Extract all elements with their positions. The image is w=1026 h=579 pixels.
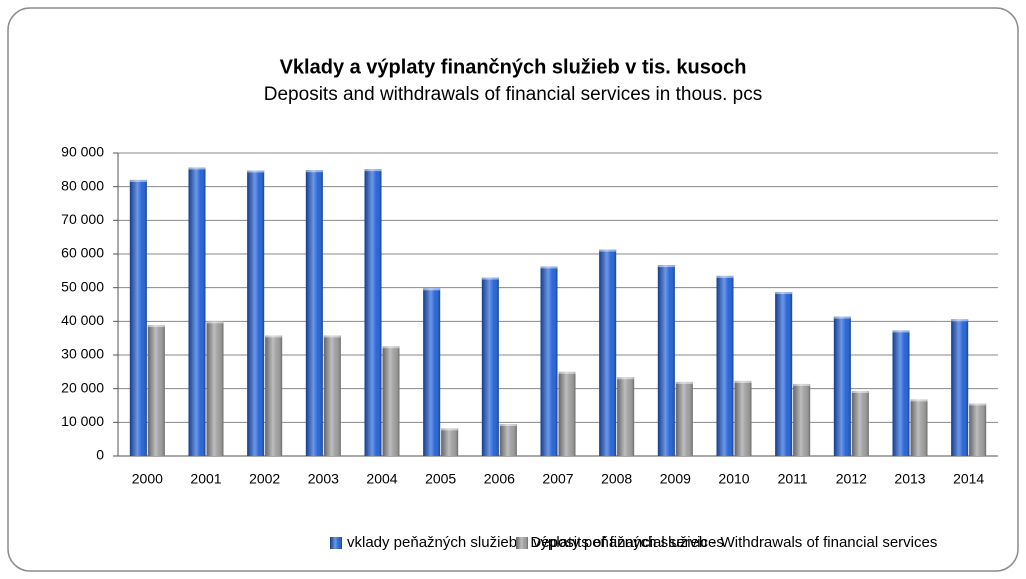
bar-shine xyxy=(734,380,752,456)
legend-label: vklady peňažných služieb - Deposits of f… xyxy=(347,534,724,551)
x-tick-label: 2005 xyxy=(425,471,456,487)
bar-cap xyxy=(305,170,323,173)
y-tick-label: 20 000 xyxy=(61,379,104,395)
y-tick-label: 30 000 xyxy=(61,346,104,362)
bar-cap xyxy=(364,169,382,172)
bar-cap xyxy=(499,424,517,427)
y-tick-label: 80 000 xyxy=(61,177,104,193)
bar-cap xyxy=(481,277,499,280)
x-tick-label: 2003 xyxy=(308,471,339,487)
bar-shine xyxy=(675,381,693,456)
chart-subtitle: Deposits and withdrawals of financial se… xyxy=(264,84,762,105)
legend-label: výplaty peňažných služieb - Withdrawals … xyxy=(533,534,937,551)
bar-cap xyxy=(147,325,165,328)
chart-title: Vklady a výplaty finančných služieb v ti… xyxy=(280,56,747,78)
bar-shine xyxy=(892,330,910,456)
bar-shine xyxy=(129,179,147,456)
bar-cap xyxy=(617,377,635,380)
x-tick-label: 2001 xyxy=(190,471,221,487)
bar-shine xyxy=(910,399,928,456)
y-tick-label: 70 000 xyxy=(61,211,104,227)
bar-shine xyxy=(851,391,869,456)
x-tick-label: 2006 xyxy=(484,471,515,487)
x-tick-label: 2010 xyxy=(718,471,749,487)
bar-cap xyxy=(382,346,400,349)
x-tick-label: 2012 xyxy=(836,471,867,487)
bar-cap xyxy=(247,170,265,173)
bar-shine xyxy=(833,316,851,456)
bar-cap xyxy=(851,391,869,394)
bar-shine xyxy=(657,265,675,456)
bar-cap xyxy=(206,321,224,324)
x-tick-label: 2013 xyxy=(894,471,925,487)
bar-shine xyxy=(775,292,793,456)
bar-cap xyxy=(793,383,811,386)
bar-shine xyxy=(499,424,517,456)
bar-shine xyxy=(951,319,969,456)
x-tick-label: 2000 xyxy=(132,471,163,487)
bar-shine xyxy=(382,346,400,456)
bar-shine xyxy=(323,335,341,456)
y-tick-label: 0 xyxy=(96,447,104,463)
legend-marker-shine xyxy=(516,537,528,549)
y-tick-label: 60 000 xyxy=(61,245,104,261)
bar-shine xyxy=(969,403,987,456)
bar-shine xyxy=(188,167,206,456)
bar-cap xyxy=(969,403,987,406)
x-tick-label: 2011 xyxy=(778,471,808,487)
bar-cap xyxy=(441,428,459,431)
bar-cap xyxy=(129,179,147,182)
legend-marker-shine xyxy=(330,537,342,549)
bar-cap xyxy=(540,266,558,269)
bar-shine xyxy=(206,321,224,456)
bar-cap xyxy=(951,319,969,322)
bar-shine xyxy=(558,371,576,456)
bar-shine xyxy=(441,428,459,456)
bar-cap xyxy=(716,275,734,278)
bar-cap xyxy=(734,380,752,383)
bar-cap xyxy=(188,167,206,170)
x-tick-label: 2014 xyxy=(953,471,984,487)
bar-cap xyxy=(657,265,675,268)
bar-shine xyxy=(716,275,734,456)
bar-shine xyxy=(265,335,283,456)
bar-shine xyxy=(481,277,499,456)
x-tick-label: 2002 xyxy=(249,471,280,487)
bar-cap xyxy=(910,399,928,402)
bar-cap xyxy=(423,288,441,291)
y-tick-label: 10 000 xyxy=(61,413,104,429)
bar-cap xyxy=(892,330,910,333)
bar-shine xyxy=(617,377,635,456)
bar-cap xyxy=(775,292,793,295)
x-tick-label: 2008 xyxy=(601,471,632,487)
bar-shine xyxy=(147,325,165,456)
bar-cap xyxy=(265,335,283,338)
bar-shine xyxy=(599,249,617,456)
bar-shine xyxy=(423,288,441,456)
x-tick-label: 2009 xyxy=(660,471,691,487)
bar-cap xyxy=(323,335,341,338)
x-tick-label: 2007 xyxy=(542,471,573,487)
bar-cap xyxy=(833,316,851,319)
bar-cap xyxy=(599,249,617,252)
bar-cap xyxy=(558,371,576,374)
bar-shine xyxy=(364,169,382,456)
bar-cap xyxy=(675,381,693,384)
bar-shine xyxy=(540,266,558,456)
bar-shine xyxy=(247,170,265,457)
y-tick-label: 50 000 xyxy=(61,278,104,294)
y-tick-label: 90 000 xyxy=(61,144,104,160)
x-tick-label: 2004 xyxy=(366,471,397,487)
bar-shine xyxy=(305,170,323,457)
y-tick-label: 40 000 xyxy=(61,312,104,328)
bar-shine xyxy=(793,383,811,456)
